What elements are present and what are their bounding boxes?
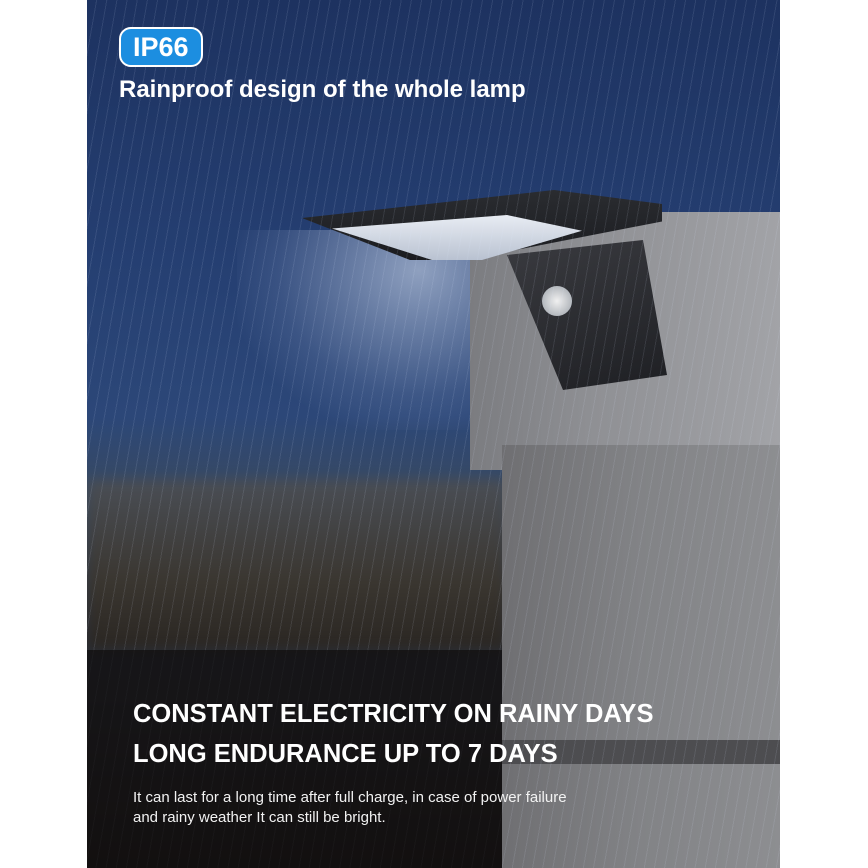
description: It can last for a long time after full c…: [133, 788, 653, 828]
text-backdrop: [87, 650, 502, 868]
pillar-band: [502, 740, 780, 764]
lamp-light-beam: [237, 230, 497, 430]
product-photo: [87, 0, 780, 868]
description-line-2: and rainy weather It can still be bright…: [133, 809, 386, 826]
description-line-1: It can last for a long time after full c…: [133, 789, 567, 806]
blurred-background: [87, 480, 507, 650]
subtitle: Rainproof design of the whole lamp: [119, 76, 526, 103]
stone-pillar: [502, 445, 780, 868]
headline-line-1: CONSTANT ELECTRICITY ON RAINY DAYS: [133, 700, 654, 728]
ip66-badge: IP66: [119, 27, 203, 67]
headline-line-2: LONG ENDURANCE UP TO 7 DAYS: [133, 740, 558, 768]
motion-sensor: [542, 286, 572, 316]
